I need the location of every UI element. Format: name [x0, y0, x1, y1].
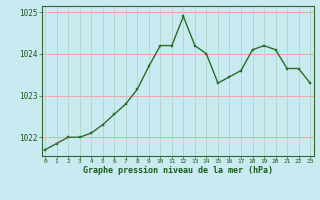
X-axis label: Graphe pression niveau de la mer (hPa): Graphe pression niveau de la mer (hPa)	[83, 166, 273, 175]
